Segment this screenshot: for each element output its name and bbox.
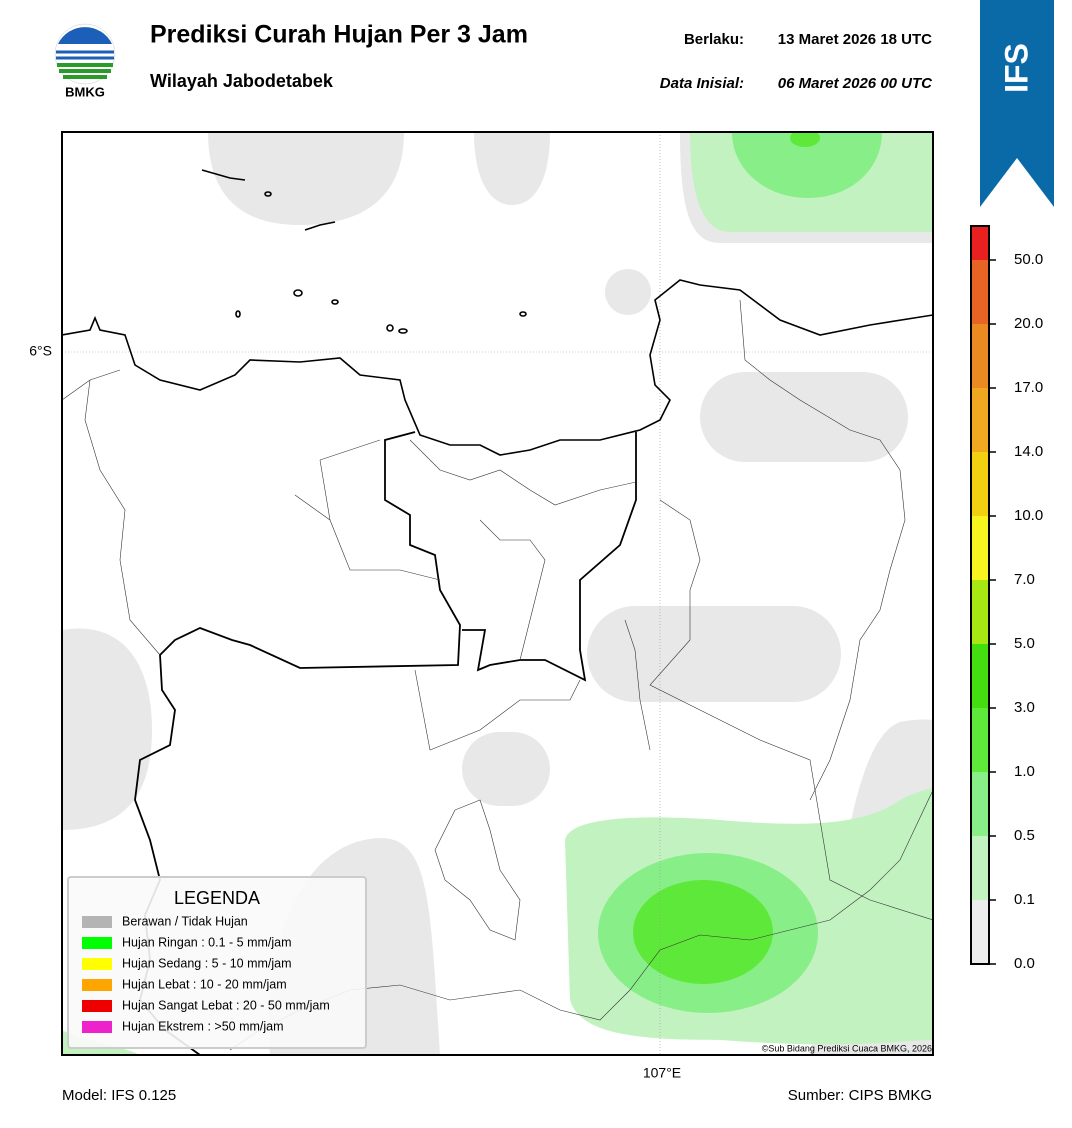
footer-source: Sumber: CIPS BMKG [788,1087,932,1104]
subtitle: Wilayah Jabodetabek [150,71,334,91]
legend-swatch [82,916,112,928]
colorbar-label: 0.1 [1014,891,1035,908]
valid-time: 13 Maret 2026 18 UTC [778,31,932,48]
colorbar-label: 20.0 [1014,315,1043,332]
legend-label: Hujan Lebat : 10 - 20 mm/jam [122,977,287,991]
logo: BMKG [54,23,116,99]
colorbar-frame [970,225,990,965]
colorbar-label: 5.0 [1014,635,1035,652]
legend-swatch [82,1000,112,1012]
colorbar-label: 10.0 [1014,507,1043,524]
colorbar-segment [971,836,989,900]
legend-swatch [82,1021,112,1033]
badge-text: IFS [998,43,1034,93]
title: Prediksi Curah Hujan Per 3 Jam [150,21,528,49]
colorbar-segment [971,516,989,580]
legend-label: Hujan Ringan : 0.1 - 5 mm/jam [122,935,292,949]
valid-label: Berlaku: [684,31,744,48]
legend: LEGENDA Berawan / Tidak Hujan Hujan Ringa… [67,876,367,1049]
colorbar-label: 0.0 [1014,955,1035,972]
colorbar-label: 17.0 [1014,379,1043,396]
map: ©Sub Bidang Prediksi Cuaca BMKG, 2026 [62,132,933,1055]
colorbar: 0.0 0.1 0.5 1.0 3.0 5.0 7.0 10.0 14.0 17.0 20.0 50.… [970,225,1043,972]
legend-label: Berawan / Tidak Hujan [122,914,248,928]
logo-text: BMKG [65,84,105,99]
legend-label: Hujan Sedang : 5 - 10 mm/jam [122,956,292,970]
colorbar-label: 1.0 [1014,763,1035,780]
lon-label: 107°E [643,1065,681,1081]
map-frame [61,131,934,1056]
colorbar-segment [971,324,989,388]
footer-model: Model: IFS 0.125 [62,1087,176,1104]
colorbar-segment [971,708,989,772]
badge [980,0,1054,207]
colorbar-segment [971,226,989,260]
legend-label: Hujan Ekstrem : >50 mm/jam [122,1019,284,1033]
colorbar-label: 7.0 [1014,571,1035,588]
colorbar-segment [971,580,989,644]
colorbar-label: 14.0 [1014,443,1043,460]
colorbar-segment [971,260,989,324]
colorbar-segment [971,772,989,836]
legend-swatch [82,937,112,949]
colorbar-label: 0.5 [1014,827,1035,844]
legend-label: Hujan Sangat Lebat : 20 - 50 mm/jam [122,998,330,1012]
legend-swatch [82,958,112,970]
colorbar-segment [971,388,989,452]
lat-label: 6°S [29,343,52,359]
colorbar-segment [971,900,989,964]
credit: ©Sub Bidang Prediksi Cuaca BMKG, 2026 [762,1043,932,1053]
init-time: 06 Maret 2026 00 UTC [778,75,933,92]
colorbar-segment [971,644,989,708]
init-label: Data Inisial: [660,75,744,92]
legend-title: LEGENDA [174,888,260,908]
legend-swatch [82,979,112,991]
colorbar-segment [971,452,989,516]
colorbar-label: 50.0 [1014,251,1043,268]
colorbar-label: 3.0 [1014,699,1035,716]
